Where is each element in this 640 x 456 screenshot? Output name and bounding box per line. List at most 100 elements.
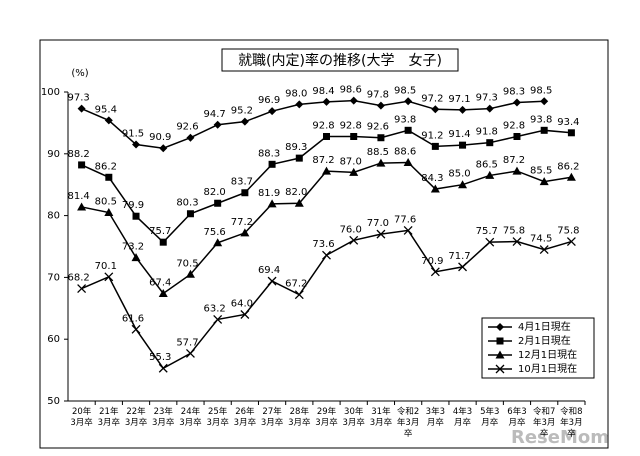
legend-label: 2月1日現在: [518, 335, 571, 347]
data-label: 98.6: [340, 85, 362, 96]
data-label: 97.8: [367, 90, 389, 101]
x-tick-label: 令和2 年3月卒: [397, 406, 419, 439]
marker: [295, 154, 303, 162]
marker: [77, 284, 87, 293]
marker: [377, 134, 385, 142]
data-label: 63.2: [204, 303, 226, 314]
legend-label: 12月1日現在: [518, 349, 577, 361]
data-label: 64.0: [231, 298, 253, 309]
marker: [566, 172, 576, 181]
data-label: 67.4: [149, 277, 171, 288]
data-label: 88.5: [367, 147, 389, 158]
marker: [185, 269, 195, 278]
data-label: 92.8: [503, 120, 525, 131]
chart-frame: [39, 39, 609, 449]
data-label: 55.3: [149, 352, 171, 363]
x-tick-label: 令和8 年3月卒: [560, 406, 582, 439]
y-tick-label: 70: [47, 272, 60, 283]
data-label: 68.2: [67, 273, 89, 284]
data-label: 92.8: [340, 120, 362, 131]
marker: [158, 363, 168, 373]
marker: [540, 97, 549, 106]
y-axis-label: (%): [71, 68, 88, 79]
data-label: 97.3: [67, 93, 89, 104]
marker: [486, 139, 494, 147]
y-tick-label: 100: [41, 87, 60, 98]
legend-marker: [495, 364, 505, 374]
x-tick-label: 25年 3月卒: [206, 406, 229, 428]
data-label: 98.0: [285, 88, 307, 99]
marker: [349, 96, 358, 105]
x-tick-label: 31年 3月卒: [370, 406, 393, 428]
legend-label: 10月1日現在: [518, 363, 577, 375]
marker: [404, 126, 412, 134]
data-label: 70.1: [95, 261, 117, 272]
marker: [104, 272, 114, 282]
legend-label: 4月1日現在: [518, 321, 571, 333]
marker: [431, 142, 439, 150]
data-label: 79.9: [122, 200, 144, 211]
data-label: 89.3: [285, 142, 307, 153]
data-label: 82.0: [204, 187, 226, 198]
y-tick-label: 50: [47, 396, 60, 407]
data-label: 75.8: [503, 226, 525, 237]
data-label: 97.1: [448, 94, 470, 105]
marker: [566, 237, 576, 247]
marker: [295, 100, 304, 109]
marker: [485, 237, 495, 247]
x-tick-label: 6年3 月卒: [507, 406, 526, 428]
marker: [214, 199, 222, 207]
marker: [512, 98, 521, 107]
marker: [213, 120, 222, 129]
data-label: 87.2: [312, 155, 334, 166]
data-label: 67.2: [285, 279, 307, 290]
data-label: 81.4: [67, 191, 89, 202]
marker: [431, 105, 440, 114]
marker: [185, 348, 195, 358]
data-label: 73.6: [312, 239, 334, 250]
marker: [78, 161, 86, 169]
marker: [459, 141, 467, 149]
marker: [240, 310, 250, 319]
y-tick-label: 80: [47, 211, 60, 222]
data-label: 76.0: [340, 224, 362, 235]
marker: [322, 166, 331, 175]
marker: [268, 160, 276, 168]
marker: [213, 314, 223, 324]
x-tick-label: 26年 3月卒: [234, 406, 257, 428]
marker: [539, 177, 549, 186]
x-tick-label: 4年3 月卒: [453, 406, 472, 428]
data-label: 93.8: [530, 114, 552, 125]
data-label: 86.2: [557, 161, 579, 172]
marker: [539, 245, 549, 255]
data-label: 98.5: [530, 85, 552, 96]
data-label: 87.2: [503, 155, 525, 166]
marker: [485, 104, 494, 113]
data-label: 93.8: [394, 114, 416, 125]
data-label: 91.2: [421, 130, 443, 141]
marker: [513, 132, 521, 140]
marker: [267, 199, 277, 208]
marker: [186, 133, 195, 142]
data-label: 75.8: [557, 226, 579, 237]
data-label: 97.3: [476, 93, 498, 104]
marker: [186, 210, 194, 218]
data-label: 98.4: [312, 86, 334, 97]
x-tick-label: 30年 3月卒: [342, 406, 365, 428]
data-label: 88.3: [258, 148, 280, 159]
title-box: [221, 48, 459, 72]
data-label: 92.8: [312, 120, 334, 131]
marker: [267, 276, 277, 286]
marker: [376, 229, 386, 239]
data-label: 70.9: [421, 256, 443, 267]
marker: [322, 97, 331, 106]
data-label: 71.7: [448, 251, 470, 262]
marker: [158, 288, 168, 297]
data-label: 61.6: [122, 313, 144, 324]
data-label: 75.7: [149, 226, 171, 237]
x-tick-label: 21年 3月卒: [98, 406, 121, 428]
marker: [213, 238, 223, 247]
data-label: 93.4: [557, 117, 579, 128]
marker: [376, 158, 386, 167]
